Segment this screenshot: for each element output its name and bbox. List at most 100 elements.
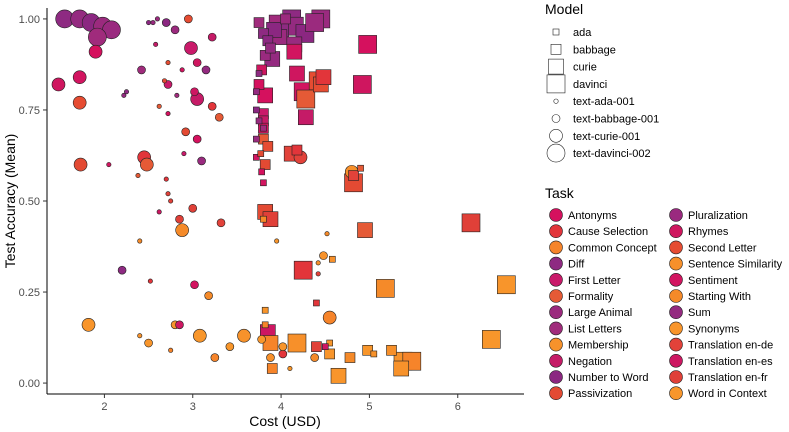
- data-point: [329, 255, 336, 263]
- data-point: [156, 103, 162, 109]
- data-point: [362, 345, 373, 356]
- data-point: [305, 13, 324, 32]
- data-point: [253, 106, 260, 114]
- data-point: [260, 124, 267, 132]
- legend-task-label: List Letters: [568, 323, 622, 335]
- data-point: [181, 127, 190, 137]
- data-point: [260, 215, 267, 223]
- data-point: [88, 44, 103, 59]
- data-point: [72, 95, 87, 110]
- data-point: [280, 13, 291, 25]
- legend-task-key: [669, 289, 683, 303]
- data-point: [181, 151, 187, 157]
- legend-task-key: [669, 208, 683, 222]
- data-point: [146, 20, 152, 26]
- legend-task-label: Translation en-es: [688, 356, 773, 368]
- legend-task-key: [549, 386, 563, 401]
- legend-task-key: [669, 240, 683, 255]
- data-point: [201, 65, 211, 75]
- data-point: [192, 58, 202, 67]
- legend-model-key: [552, 28, 560, 36]
- data-point: [88, 27, 107, 47]
- data-point: [135, 173, 141, 179]
- data-point: [72, 70, 87, 84]
- data-point: [161, 18, 171, 27]
- legend-model-label: text-babbage-001: [573, 114, 659, 126]
- legend-task-key: [549, 256, 563, 271]
- data-point: [204, 291, 213, 300]
- data-point: [174, 92, 180, 98]
- data-point: [330, 367, 347, 384]
- data-point: [278, 349, 288, 359]
- legend-task-label: Synonyms: [688, 323, 740, 335]
- legend-model-key: [551, 114, 561, 123]
- legend-model-label: text-davinci-002: [573, 148, 651, 160]
- legend-task-key: [549, 224, 563, 238]
- data-point: [278, 342, 288, 351]
- legend-task-key: [669, 370, 683, 384]
- data-point: [370, 350, 378, 358]
- legend-model-label: text-ada-001: [573, 96, 635, 108]
- data-point: [289, 65, 305, 82]
- data-point: [184, 14, 193, 24]
- legend-task-label: Translation en-fr: [688, 372, 768, 384]
- y-tick-label: 1.00: [19, 14, 40, 26]
- data-point: [51, 77, 66, 92]
- data-point: [175, 223, 189, 237]
- data-point: [257, 87, 273, 104]
- data-point: [237, 328, 251, 343]
- data-point: [310, 353, 319, 362]
- legend-task-label: Sentence Similarity: [688, 259, 783, 271]
- data-point: [193, 328, 207, 343]
- data-point: [170, 25, 180, 35]
- data-point: [190, 280, 199, 290]
- data-point: [258, 168, 265, 176]
- data-point: [315, 260, 321, 266]
- plot-area: [51, 9, 516, 384]
- data-point: [207, 102, 217, 111]
- data-point: [179, 67, 185, 73]
- data-point: [255, 117, 263, 125]
- legend-task-key: [549, 208, 563, 222]
- legend-task-key: [669, 305, 683, 320]
- legend-task-key: [549, 321, 563, 336]
- x-tick-label: 2: [101, 401, 107, 413]
- data-point: [163, 176, 169, 182]
- data-point: [266, 363, 278, 374]
- x-axis-title: Cost (USD): [249, 413, 321, 429]
- y-tick-label: 0.75: [19, 105, 40, 117]
- y-tick-label: 0.25: [19, 287, 40, 299]
- data-point: [161, 78, 167, 84]
- legend-task-key: [549, 272, 563, 287]
- data-point: [255, 70, 263, 77]
- data-point: [253, 154, 260, 161]
- legend-model-key: [550, 43, 562, 55]
- legend-task-key: [669, 353, 683, 368]
- legend-task-label: Antonyms: [568, 210, 617, 222]
- data-point: [261, 321, 269, 329]
- data-point: [165, 191, 171, 197]
- legend-task-key: [669, 256, 683, 271]
- data-point: [322, 310, 337, 325]
- data-point: [153, 41, 159, 47]
- data-point: [175, 320, 184, 330]
- data-point: [137, 65, 146, 75]
- data-point: [344, 352, 356, 363]
- data-point: [313, 299, 320, 307]
- legend-task-label: Rhymes: [688, 226, 729, 238]
- data-point: [324, 348, 335, 360]
- data-point: [497, 275, 516, 295]
- legend-model-key: [549, 129, 563, 143]
- data-point: [197, 156, 206, 166]
- data-point: [311, 341, 322, 352]
- legend-model-title: Model: [545, 1, 583, 17]
- x-tick-label: 5: [366, 401, 372, 413]
- data-point: [150, 20, 156, 26]
- data-point: [386, 345, 397, 356]
- legend-model-key: [546, 74, 566, 94]
- data-point: [207, 32, 217, 42]
- data-point: [106, 162, 112, 168]
- legend-task-label: First Letter: [568, 275, 621, 287]
- data-point: [315, 69, 332, 85]
